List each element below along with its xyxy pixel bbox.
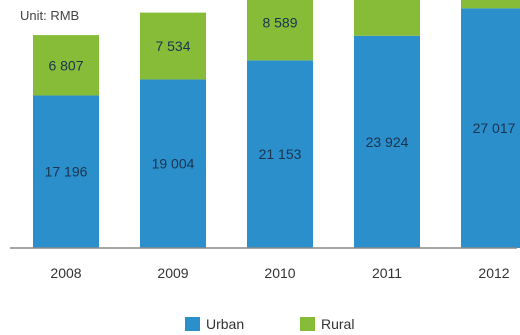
data-label-rural-2010: 8 589 — [262, 14, 297, 30]
bar-urban-2009 — [140, 79, 206, 249]
x-tick-label-2011: 2011 — [372, 265, 402, 281]
bar-urban-2011 — [354, 35, 420, 248]
unit-label: Unit: RMB — [20, 8, 80, 23]
legend-swatch-rural — [300, 317, 315, 331]
legend-label-urban: Urban — [206, 316, 244, 332]
data-label-rural-2009: 7 534 — [155, 38, 190, 54]
data-label-urban-2011: 23 924 — [366, 134, 409, 150]
bar-rural-2010 — [247, 0, 313, 61]
bar-rural-2011 — [354, 0, 420, 36]
data-label-urban-2008: 17 196 — [45, 164, 88, 180]
bar-rural-2008 — [33, 35, 99, 96]
x-tick-label-2012: 2012 — [478, 265, 509, 281]
x-tick-label-2009: 2009 — [157, 265, 188, 281]
bar-urban-2010 — [247, 60, 313, 248]
data-label-rural-2008: 6 807 — [48, 57, 83, 73]
x-tick-label-2010: 2010 — [264, 265, 295, 281]
bar-rural-2009 — [140, 12, 206, 80]
data-label-urban-2009: 19 004 — [152, 156, 195, 172]
legend-label-rural: Rural — [321, 316, 354, 332]
data-label-urban-2012: 27 017 — [473, 120, 516, 136]
bar-urban-2012 — [461, 8, 520, 249]
x-tick-label-2008: 2008 — [50, 265, 81, 281]
bar-rural-2012 — [461, 0, 520, 9]
legend-swatch-urban — [185, 317, 200, 331]
bar-urban-2008 — [33, 95, 99, 248]
data-label-urban-2010: 21 153 — [259, 146, 302, 162]
